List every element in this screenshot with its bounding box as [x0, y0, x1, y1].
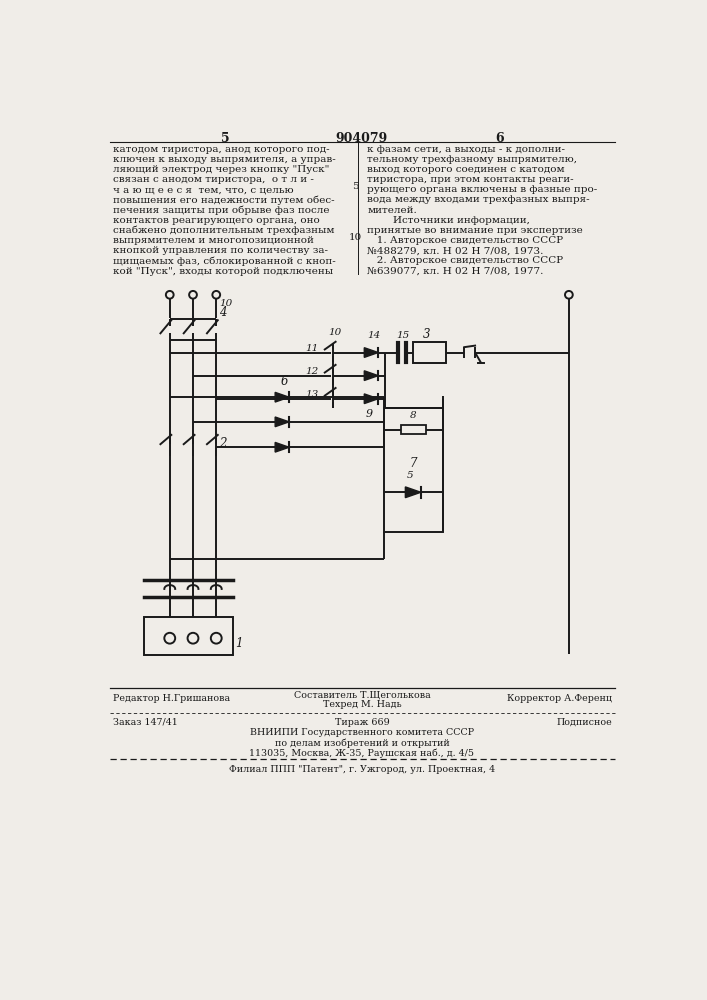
- Polygon shape: [364, 394, 378, 404]
- Text: принятые во внимание при экспертизе: принятые во внимание при экспертизе: [368, 226, 583, 235]
- Text: снабжено дополнительным трехфазным: снабжено дополнительным трехфазным: [113, 226, 334, 235]
- Text: ключен к выходу выпрямителя, а управ-: ключен к выходу выпрямителя, а управ-: [113, 155, 336, 164]
- Bar: [384, 408, 443, 532]
- Text: 10: 10: [329, 328, 342, 337]
- Text: ВНИИПИ Государственного комитета СССР: ВНИИПИ Государственного комитета СССР: [250, 728, 474, 737]
- Text: 15: 15: [396, 331, 409, 340]
- Polygon shape: [275, 417, 289, 427]
- Text: 4: 4: [219, 306, 227, 319]
- Text: по делам изобретений и открытий: по делам изобретений и открытий: [274, 738, 450, 748]
- Polygon shape: [275, 442, 289, 452]
- Text: печения защиты при обрыве фаз после: печения защиты при обрыве фаз после: [113, 206, 329, 215]
- Text: Техред М. Надь: Техред М. Надь: [322, 700, 402, 709]
- Text: 1. Авторское свидетельство СССР: 1. Авторское свидетельство СССР: [368, 236, 563, 245]
- Text: 113035, Москва, Ж-35, Раушская наб., д. 4/5: 113035, Москва, Ж-35, Раушская наб., д. …: [250, 748, 474, 758]
- Text: 10: 10: [349, 233, 363, 242]
- Text: тиристора, при этом контакты реаги-: тиристора, при этом контакты реаги-: [368, 175, 574, 184]
- Text: Составитель Т.Щеголькова: Составитель Т.Щеголькова: [293, 691, 431, 700]
- Text: кой "Пуск", входы которой подключены: кой "Пуск", входы которой подключены: [113, 267, 333, 276]
- Text: 12: 12: [305, 367, 319, 376]
- Text: №488279, кл. Н 02 Н 7/08, 1973.: №488279, кл. Н 02 Н 7/08, 1973.: [368, 246, 544, 255]
- Text: Источники информации,: Источники информации,: [368, 216, 530, 225]
- Text: 6: 6: [495, 132, 503, 145]
- Text: кнопкой управления по количеству за-: кнопкой управления по количеству за-: [113, 246, 328, 255]
- Bar: [144, 617, 233, 655]
- Polygon shape: [364, 371, 378, 380]
- Text: 9: 9: [366, 409, 373, 419]
- Text: Корректор А.Ференц: Корректор А.Ференц: [508, 694, 612, 703]
- Text: Подписное: Подписное: [556, 718, 612, 727]
- Text: катодом тиристора, анод которого под-: катодом тиристора, анод которого под-: [113, 145, 329, 154]
- Text: 904079: 904079: [336, 132, 388, 145]
- Text: 5: 5: [352, 182, 359, 191]
- Text: рующего органа включены в фазные про-: рующего органа включены в фазные про-: [368, 185, 597, 194]
- Text: к фазам сети, а выходы - к дополни-: к фазам сети, а выходы - к дополни-: [368, 145, 566, 154]
- Text: 10: 10: [219, 299, 233, 308]
- Text: 5: 5: [407, 471, 414, 480]
- Text: Тираж 669: Тираж 669: [334, 718, 390, 727]
- Text: 1: 1: [235, 637, 243, 650]
- Text: Филиал ППП "Патент", г. Ужгород, ул. Проектная, 4: Филиал ППП "Патент", г. Ужгород, ул. Про…: [229, 765, 495, 774]
- Text: ляющий электрод через кнопку "Пуск": ляющий электрод через кнопку "Пуск": [113, 165, 329, 174]
- Text: 5: 5: [221, 132, 230, 145]
- Text: 11: 11: [305, 344, 319, 353]
- Text: мителей.: мителей.: [368, 206, 417, 215]
- Text: тельному трехфазному выпрямителю,: тельному трехфазному выпрямителю,: [368, 155, 578, 164]
- Text: выход которого соединен с катодом: выход которого соединен с катодом: [368, 165, 565, 174]
- Text: выпрямителем и многопозиционной: выпрямителем и многопозиционной: [113, 236, 314, 245]
- Text: 2. Авторское свидетельство СССР: 2. Авторское свидетельство СССР: [368, 256, 563, 265]
- Text: 6: 6: [281, 375, 288, 388]
- Text: ч а ю щ е е с я  тем, что, с целью: ч а ю щ е е с я тем, что, с целью: [113, 185, 294, 194]
- Text: 7: 7: [409, 457, 416, 470]
- Text: Заказ 147/41: Заказ 147/41: [113, 718, 178, 727]
- Polygon shape: [405, 487, 421, 498]
- Text: повышения его надежности путем обес-: повышения его надежности путем обес-: [113, 195, 335, 205]
- Text: 2: 2: [219, 437, 227, 450]
- Text: №639077, кл. Н 02 Н 7/08, 1977.: №639077, кл. Н 02 Н 7/08, 1977.: [368, 267, 544, 276]
- Text: 3: 3: [423, 328, 431, 341]
- Bar: [401, 425, 426, 434]
- Bar: [413, 342, 445, 363]
- Text: связан с анодом тиристора,  о т л и -: связан с анодом тиристора, о т л и -: [113, 175, 314, 184]
- Text: щищаемых фаз, сблокированной с кноп-: щищаемых фаз, сблокированной с кноп-: [113, 256, 336, 266]
- Text: вода между входами трехфазных выпря-: вода между входами трехфазных выпря-: [368, 195, 590, 204]
- Text: 13: 13: [305, 390, 319, 399]
- Text: контактов реагирующего органа, оно: контактов реагирующего органа, оно: [113, 216, 320, 225]
- Text: 8: 8: [410, 411, 416, 420]
- Polygon shape: [364, 348, 378, 357]
- Text: 14: 14: [368, 331, 380, 340]
- Text: Редактор Н.Гришанова: Редактор Н.Гришанова: [113, 694, 230, 703]
- Polygon shape: [275, 392, 289, 402]
